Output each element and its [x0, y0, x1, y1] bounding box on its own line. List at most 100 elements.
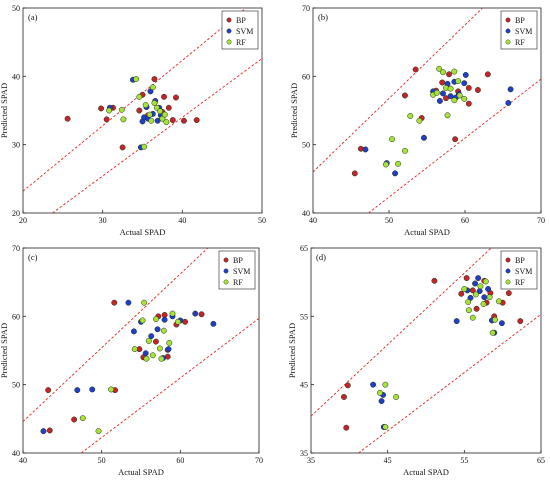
axes-frame	[312, 7, 542, 214]
data-point	[402, 92, 408, 99]
data-point	[160, 327, 167, 334]
data-point	[461, 95, 468, 102]
legend: BP SVM RF	[218, 250, 256, 290]
data-point	[440, 69, 446, 76]
legend-label: SVM	[233, 267, 250, 276]
legend-label: SVM	[515, 267, 532, 276]
data-point	[192, 310, 199, 317]
x-tick-label: 40	[19, 456, 27, 465]
data-point	[447, 93, 454, 100]
data-point	[198, 311, 205, 318]
data-point	[412, 66, 419, 73]
data-point	[40, 428, 47, 435]
y-axis-label: Predicted SPAD	[0, 83, 9, 138]
data-point	[74, 387, 81, 394]
data-point	[79, 415, 86, 422]
data-point	[145, 337, 152, 344]
panel-a: 20 30 40 50 20 30 40 50 Actual SPAD Predicted SPA…	[0, 4, 266, 237]
series-rf	[383, 65, 468, 168]
data-point	[139, 317, 146, 324]
legend-label: BP	[233, 256, 243, 265]
data-point	[46, 427, 53, 434]
data-point	[498, 320, 505, 327]
data-point	[469, 314, 476, 321]
data-point	[98, 105, 105, 112]
legend-label: SVM	[515, 27, 532, 36]
data-point	[472, 280, 479, 287]
data-point	[148, 117, 155, 124]
legend-marker	[505, 268, 511, 274]
data-point	[193, 117, 200, 124]
data-point	[103, 116, 110, 123]
data-point	[141, 143, 148, 150]
legend-marker	[505, 39, 511, 45]
data-point	[130, 328, 137, 335]
y-tick-label: 40	[302, 209, 310, 218]
data-point	[149, 352, 156, 359]
x-tick-label: 50	[385, 216, 393, 225]
data-point	[431, 277, 438, 284]
legend-marker	[505, 279, 511, 285]
data-point	[149, 84, 156, 91]
data-point	[402, 147, 408, 154]
data-point	[95, 428, 102, 435]
legend-marker	[505, 17, 511, 23]
band-line	[80, 318, 259, 453]
x-axis-label: Actual SPAD	[120, 227, 166, 237]
data-point	[436, 65, 443, 72]
data-point	[161, 93, 167, 100]
data-point	[507, 86, 514, 93]
data-point	[125, 299, 132, 306]
data-point	[378, 398, 385, 405]
band-line	[52, 58, 262, 213]
legend-label: BP	[236, 16, 246, 25]
series-bp	[341, 275, 524, 431]
data-point	[439, 79, 446, 86]
x-tick-label: 30	[99, 216, 107, 225]
series-svm	[40, 299, 217, 435]
data-point	[440, 90, 446, 97]
x-tick-label: 60	[461, 216, 469, 225]
panel-c: 40 50 60 70 40 50 60 70 Actual SPAD Predicted SPA…	[0, 244, 263, 477]
axes-frame	[310, 247, 542, 454]
data-point	[456, 92, 463, 99]
y-axis-label: Predicted SPAD	[287, 323, 297, 378]
data-point	[169, 117, 176, 124]
data-point	[472, 291, 479, 298]
data-point	[173, 94, 179, 101]
y-tick-label: 65	[300, 244, 308, 253]
axes-frame	[22, 247, 260, 454]
y-axis-label: Predicted SPAD	[289, 83, 299, 138]
series-rf	[377, 278, 502, 430]
x-axis-label: Actual SPAD	[403, 467, 449, 477]
y-tick-label: 40	[12, 72, 20, 81]
data-point	[165, 104, 172, 111]
data-point	[175, 318, 181, 325]
legend-marker	[226, 17, 232, 23]
y-tick-label: 50	[302, 141, 310, 150]
data-point	[151, 76, 158, 83]
band-line	[23, 248, 209, 422]
data-point	[465, 307, 472, 314]
legend-label: RF	[233, 278, 243, 287]
data-point	[480, 301, 487, 307]
x-tick-label: 50	[98, 456, 106, 465]
data-point	[451, 68, 458, 75]
x-tick-label: 60	[176, 456, 184, 465]
data-point	[142, 350, 149, 357]
series-rf	[79, 299, 181, 435]
x-tick-label: 55	[460, 456, 468, 465]
y-tick-label: 50	[12, 4, 20, 13]
data-point	[458, 290, 465, 297]
data-point	[131, 346, 138, 353]
panel-label: (b)	[318, 12, 328, 22]
y-axis-label: Predicted SPAD	[0, 323, 9, 378]
y-tick-label: 20	[12, 209, 20, 218]
series-svm	[362, 72, 514, 177]
legend-marker	[505, 257, 511, 263]
data-point	[163, 119, 170, 126]
y-tick-label: 45	[300, 381, 308, 390]
data-point	[142, 102, 149, 108]
data-point	[166, 340, 173, 346]
y-tick-label: 35	[300, 449, 308, 458]
